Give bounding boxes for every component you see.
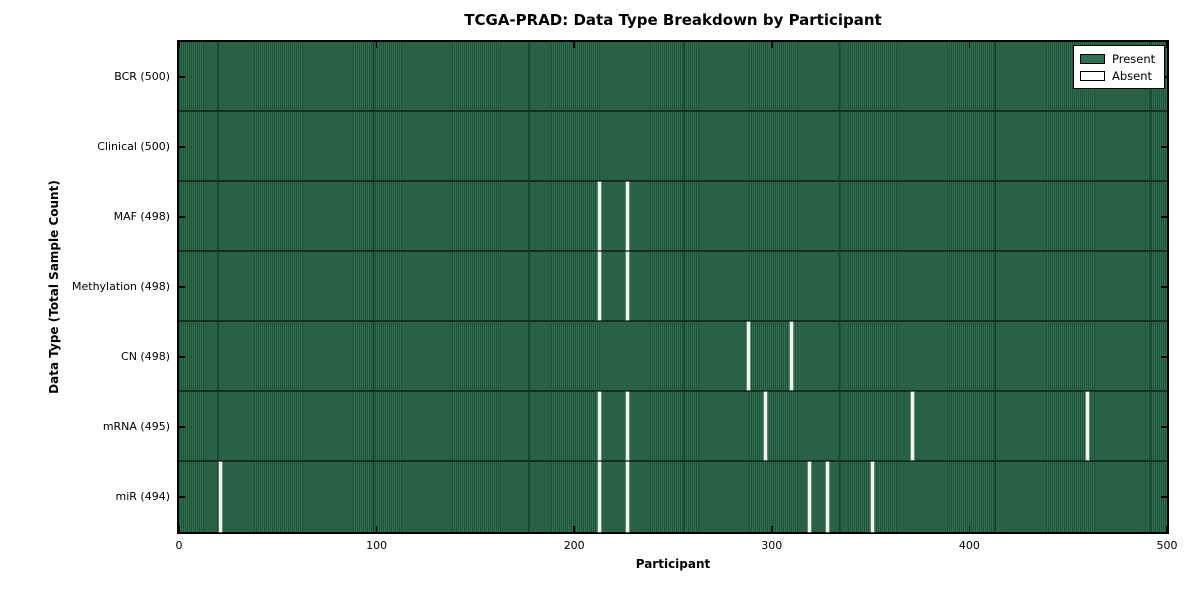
y-tick-left bbox=[179, 146, 185, 148]
heatmap-row-BCR bbox=[179, 42, 1167, 112]
x-tick-label-200: 200 bbox=[563, 539, 585, 552]
y-tick-left bbox=[179, 426, 185, 428]
absent-gap-Methylation-227 bbox=[626, 252, 630, 320]
x-tick-top bbox=[375, 42, 378, 48]
y-tick-label-BCR: BCR (500) bbox=[114, 70, 170, 83]
x-tick-label-100: 100 bbox=[366, 539, 388, 552]
heatmap-row-CN bbox=[179, 322, 1167, 392]
y-tick-label-Clinical: Clinical (500) bbox=[97, 140, 170, 153]
absent-gap-CN-310 bbox=[790, 322, 794, 390]
absent-gap-MAF-213 bbox=[598, 182, 602, 250]
y-tick-label-mRNA: mRNA (495) bbox=[102, 420, 170, 433]
chart-title: TCGA-PRAD: Data Type Breakdown by Partic… bbox=[464, 11, 882, 29]
absent-gap-miR-213 bbox=[598, 462, 602, 532]
y-tick-left bbox=[179, 496, 185, 498]
y-tick-right bbox=[1161, 356, 1167, 358]
y-tick-left bbox=[179, 286, 185, 288]
y-tick-right bbox=[1161, 426, 1167, 428]
y-tick-label-CN: CN (498) bbox=[121, 350, 170, 363]
absent-gap-Methylation-213 bbox=[598, 252, 602, 320]
legend: Present Absent bbox=[1073, 45, 1165, 89]
absent-gap-mRNA-371 bbox=[910, 392, 914, 460]
x-tick-bottom bbox=[1166, 526, 1168, 532]
x-tick-bottom bbox=[375, 526, 378, 532]
x-tick-label-500: 500 bbox=[1156, 539, 1178, 552]
x-tick-top bbox=[178, 42, 180, 48]
x-tick-top bbox=[1166, 42, 1168, 48]
y-tick-left bbox=[179, 356, 185, 358]
x-tick-top bbox=[968, 42, 971, 48]
heatmap-row-Clinical bbox=[179, 112, 1167, 182]
x-tick-label-400: 400 bbox=[958, 539, 980, 552]
absent-gap-MAF-227 bbox=[626, 182, 630, 250]
x-tick-bottom bbox=[178, 526, 180, 532]
y-tick-right bbox=[1161, 146, 1167, 148]
legend-label-present: Present bbox=[1112, 51, 1156, 66]
y-tick-label-miR: miR (494) bbox=[115, 490, 171, 503]
y-tick-left bbox=[179, 216, 185, 218]
heatmap-canvas bbox=[178, 42, 1168, 532]
x-tick-label-0: 0 bbox=[175, 539, 183, 552]
absent-gap-miR-21 bbox=[218, 462, 222, 532]
x-axis-label: Participant bbox=[635, 557, 711, 571]
heatmap-row-Methylation bbox=[179, 252, 1167, 322]
absent-gap-miR-319 bbox=[807, 462, 811, 532]
legend-swatch-absent bbox=[1080, 70, 1105, 81]
legend-entry-present: Present bbox=[1080, 51, 1158, 66]
absent-gap-mRNA-460 bbox=[1086, 392, 1090, 460]
absent-gap-miR-328 bbox=[825, 462, 829, 532]
heatmap-row-MAF bbox=[179, 182, 1167, 252]
absent-gap-mRNA-227 bbox=[626, 392, 630, 460]
heatmap-row-miR bbox=[179, 462, 1167, 532]
absent-gap-mRNA-213 bbox=[598, 392, 602, 460]
y-tick-right bbox=[1161, 496, 1167, 498]
absent-gap-miR-227 bbox=[626, 462, 630, 532]
x-tick-bottom bbox=[573, 526, 575, 532]
y-tick-label-Methylation: Methylation (498) bbox=[72, 280, 170, 293]
x-tick-top bbox=[573, 42, 575, 48]
y-tick-right bbox=[1161, 216, 1167, 218]
heatmap-row-mRNA bbox=[179, 392, 1167, 462]
x-tick-top bbox=[771, 42, 773, 48]
plot-area bbox=[177, 40, 1169, 534]
x-tick-bottom bbox=[771, 526, 773, 532]
legend-label-absent: Absent bbox=[1112, 68, 1153, 83]
absent-gap-CN-288 bbox=[746, 322, 750, 390]
x-tick-bottom bbox=[968, 526, 971, 532]
x-tick-label-300: 300 bbox=[761, 539, 783, 552]
y-tick-label-MAF: MAF (498) bbox=[113, 210, 170, 223]
legend-swatch-present bbox=[1080, 53, 1105, 64]
absent-gap-mRNA-297 bbox=[764, 392, 768, 460]
y-tick-left bbox=[179, 76, 185, 78]
absent-gap-miR-351 bbox=[871, 462, 875, 532]
y-tick-right bbox=[1161, 286, 1167, 288]
legend-entry-absent: Absent bbox=[1080, 68, 1158, 83]
